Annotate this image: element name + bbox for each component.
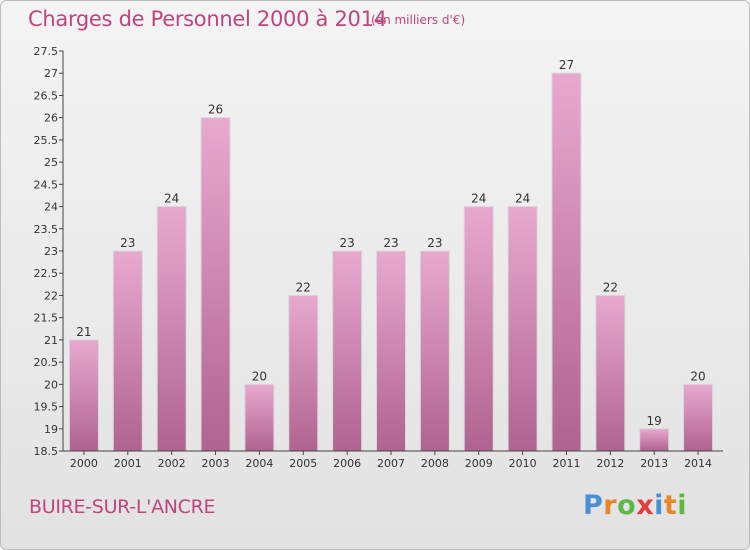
bar-2009 — [463, 206, 494, 452]
bar-2003 — [200, 117, 231, 452]
x-tick-label-2005: 2005 — [289, 457, 317, 470]
data-label-2001: 23 — [120, 236, 135, 250]
bar-2012 — [595, 294, 626, 452]
x-tick-label-2002: 2002 — [158, 457, 186, 470]
logo-letter: r — [603, 490, 618, 521]
x-tick-label-2010: 2010 — [509, 457, 537, 470]
y-axis: 18.5 19 19.5 20 20.5 21 21.5 22 22.5 23 23.5 24 24.5… — [34, 45, 64, 458]
data-label-2010: 24 — [515, 192, 530, 206]
bar-2010 — [507, 206, 538, 452]
x-tick-label-2009: 2009 — [465, 457, 493, 470]
y-tick-label: 18.5 — [34, 445, 59, 458]
bar-2013 — [639, 428, 670, 452]
data-label-2011: 27 — [559, 58, 574, 72]
logo-letter: i — [654, 490, 664, 521]
bar-2011 — [551, 72, 582, 452]
bars — [68, 72, 714, 452]
logo-letter: P — [583, 490, 604, 521]
x-tick-label-2006: 2006 — [333, 457, 361, 470]
data-label-2004: 20 — [252, 369, 267, 383]
y-tick-label: 24 — [44, 201, 58, 214]
x-tick-label-2008: 2008 — [421, 457, 449, 470]
y-tick-label: 25.5 — [34, 134, 59, 147]
data-label-2005: 22 — [296, 280, 311, 294]
y-tick-label: 19 — [44, 423, 58, 436]
bar-2006 — [332, 250, 363, 452]
x-tick-label-2011: 2011 — [552, 457, 580, 470]
y-tick-label: 23.5 — [34, 223, 59, 236]
bar-2004 — [244, 383, 275, 452]
x-tick-label-2001: 2001 — [114, 457, 142, 470]
y-tick-label: 21.5 — [34, 312, 59, 325]
logo-letter: t — [663, 490, 678, 521]
bar-2002 — [156, 206, 187, 452]
x-tick-label-2012: 2012 — [596, 457, 624, 470]
x-tick-label-2007: 2007 — [377, 457, 405, 470]
x-tick-label-2003: 2003 — [202, 457, 230, 470]
data-label-2002: 24 — [164, 192, 179, 206]
data-label-2003: 26 — [208, 103, 223, 117]
y-tick-label: 22 — [44, 289, 58, 302]
y-tick-label: 27 — [44, 67, 58, 80]
data-label-2014: 20 — [690, 369, 705, 383]
data-label-2013: 19 — [647, 414, 662, 428]
data-labels: 21 23 24 26 20 22 23 23 23 24 24 27 22 19 20 — [76, 58, 705, 428]
y-tick-label: 19.5 — [34, 401, 59, 414]
logo-letter: i — [677, 490, 688, 521]
bar-2001 — [112, 250, 143, 452]
bar-2014 — [683, 383, 714, 452]
y-tick-label: 26.5 — [34, 89, 59, 102]
logo-letter: x — [636, 490, 655, 521]
data-label-2008: 23 — [427, 236, 442, 250]
y-tick-label: 27.5 — [34, 45, 59, 58]
x-tick-label-2013: 2013 — [640, 457, 668, 470]
x-tick-label-2004: 2004 — [245, 457, 273, 470]
data-label-2000: 21 — [76, 325, 91, 339]
y-tick-label: 20.5 — [34, 356, 59, 369]
data-label-2006: 23 — [339, 236, 354, 250]
y-tick-label: 21 — [44, 334, 58, 347]
y-tick-label: 23 — [44, 245, 58, 258]
data-label-2012: 22 — [603, 280, 618, 294]
x-tick-label-2014: 2014 — [684, 457, 712, 470]
bar-2000 — [68, 339, 99, 452]
logo-letter: o — [617, 490, 637, 521]
chart-subtitle: (en milliers d'€) — [371, 13, 466, 27]
x-axis: 2000 2001 2002 2003 2004 2005 2006 2007 2008 2009… — [63, 450, 723, 470]
y-tick-label: 20 — [44, 378, 58, 391]
data-label-2009: 24 — [471, 192, 486, 206]
y-tick-label: 22.5 — [34, 267, 59, 280]
y-tick-label: 25 — [44, 156, 58, 169]
bar-2007 — [376, 250, 406, 452]
bar-2008 — [419, 250, 450, 452]
proxiti-logo[interactable]: Proxiti — [583, 490, 687, 521]
y-tick-label: 26 — [44, 112, 58, 125]
x-tick-label-2000: 2000 — [70, 457, 98, 470]
bar-2005 — [288, 294, 319, 452]
y-tick-label: 24.5 — [34, 178, 59, 191]
data-label-2007: 23 — [383, 236, 398, 250]
commune-name: BUIRE-SUR-L'ANCRE — [29, 496, 216, 518]
chart-title: Charges de Personnel 2000 à 2014 — [28, 7, 387, 31]
